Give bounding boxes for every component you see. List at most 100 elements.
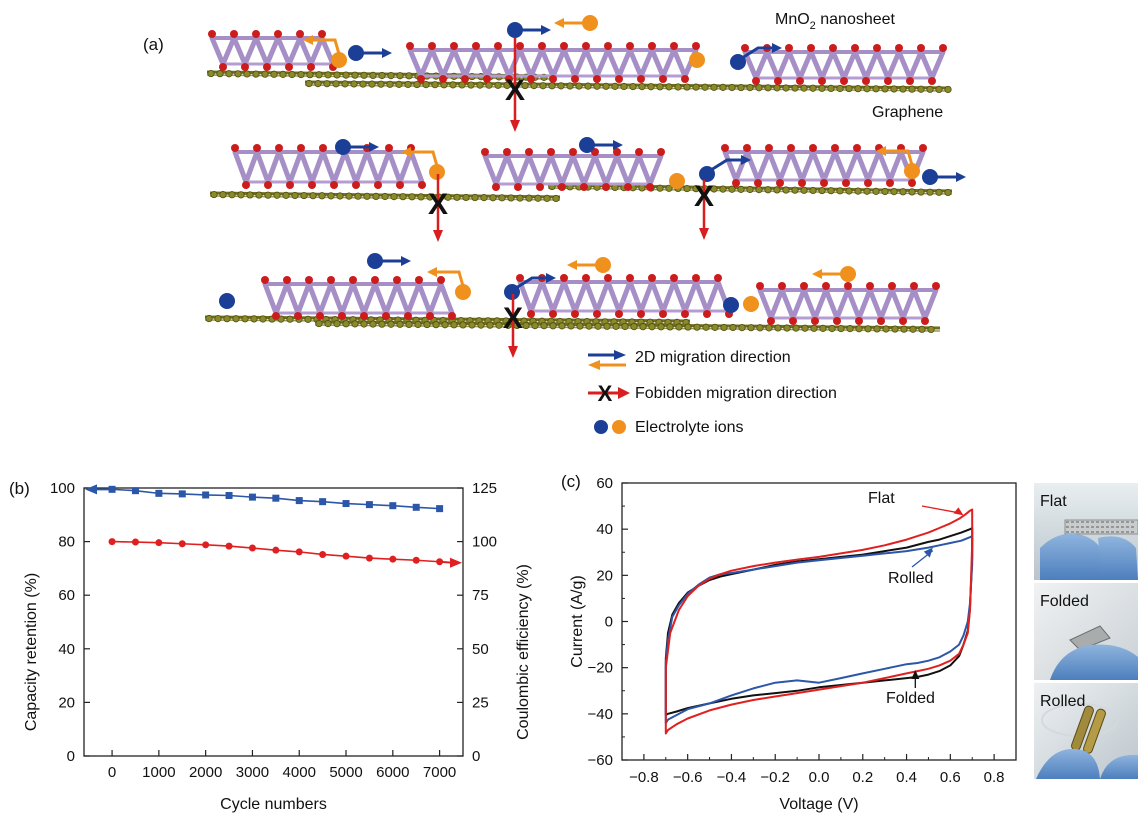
oxygen-atom — [426, 312, 434, 320]
carbon-atom — [250, 315, 258, 323]
carbon-atom — [719, 185, 727, 193]
oxygen-atom — [560, 42, 568, 50]
carbon-atom — [234, 70, 242, 78]
carbon-atom — [819, 324, 827, 332]
carbon-atom — [900, 325, 908, 333]
oxygen-atom — [646, 183, 654, 191]
oxygen-atom — [884, 77, 892, 85]
carbon-atom — [214, 315, 222, 323]
carbon-atom — [422, 81, 430, 89]
mno2-nanosheet — [516, 274, 733, 318]
carbon-atom — [552, 194, 560, 203]
oxygen-atom — [659, 75, 667, 83]
carbon-atom — [444, 193, 452, 201]
mno2-nanosheet — [231, 144, 426, 189]
y2-tick-label: 100 — [472, 534, 497, 551]
carbon-atom — [810, 324, 818, 332]
carbon-atom — [516, 194, 524, 202]
oxygen-atom — [371, 276, 379, 284]
electrolyte-ion — [504, 273, 556, 300]
carbon-atom — [223, 315, 231, 323]
carbon-atom — [756, 324, 764, 332]
carbon-atom — [441, 321, 449, 329]
oxygen-atom — [692, 274, 700, 282]
carbon-atom — [369, 71, 377, 80]
carbon-atom — [602, 82, 610, 90]
oxygen-atom — [670, 274, 678, 282]
oxygen-atom — [787, 144, 795, 152]
oxygen-atom — [327, 276, 335, 284]
y2-tick-label: 0 — [472, 748, 480, 765]
electrolyte-ion — [699, 155, 751, 182]
carbon-atom — [891, 325, 899, 333]
carbon-atom — [737, 185, 745, 193]
oxygen-atom — [840, 77, 848, 85]
carbon-atom — [426, 193, 434, 201]
oxygen-atom — [415, 276, 423, 284]
x-tick-label: 3000 — [236, 764, 269, 781]
series-0-axis-arrowhead — [85, 484, 97, 495]
oxygen-atom — [888, 282, 896, 290]
oxygen-atom — [437, 276, 445, 284]
oxygen-atom — [853, 144, 861, 152]
x-tick-label: 5000 — [329, 764, 362, 781]
carbon-atom — [755, 84, 763, 92]
electrolyte-ion — [743, 296, 759, 312]
electrolyte-ion — [427, 267, 471, 300]
x-tick-label: −0.2 — [760, 769, 790, 786]
carbon-atom — [486, 321, 494, 329]
oxygen-atom — [261, 276, 269, 284]
carbon-atom — [864, 325, 872, 333]
photo-rolled-label: Rolled — [1040, 693, 1085, 710]
carbon-atom — [594, 322, 602, 330]
carbon-atom — [291, 191, 299, 200]
oxygen-atom — [547, 148, 555, 156]
carbon-atom — [336, 192, 344, 200]
carbon-atom — [228, 191, 236, 199]
forbidden-arrow-icon: X — [588, 381, 630, 406]
carbon-atom — [297, 70, 305, 79]
series-1-point — [202, 541, 210, 549]
oxygen-atom — [908, 179, 916, 187]
carbon-atom — [449, 81, 457, 89]
series-1-point — [365, 554, 373, 562]
y-tick-label: 40 — [58, 641, 75, 658]
carbon-atom — [530, 82, 538, 90]
carbon-atom — [882, 325, 890, 333]
x-tick-label: 0.8 — [984, 769, 1005, 786]
oxygen-atom — [352, 181, 360, 189]
series-0-point — [131, 487, 139, 495]
carbon-atom — [720, 323, 728, 332]
carbon-atom — [728, 83, 736, 92]
oxygen-atom — [732, 179, 740, 187]
carbon-atom — [638, 83, 646, 91]
carbon-atom — [534, 194, 542, 202]
y2-tick-label: 75 — [472, 587, 489, 604]
cv-flat-curve — [664, 508, 974, 735]
oxygen-atom — [297, 144, 305, 152]
carbon-atom — [413, 80, 421, 89]
x-tick-label: 4000 — [283, 764, 316, 781]
oxygen-atom — [602, 183, 610, 191]
series-0-point — [225, 492, 233, 500]
oxygen-atom — [637, 75, 645, 83]
y-tick-label: 100 — [50, 480, 75, 497]
carbon-atom — [576, 322, 584, 330]
carbon-atom — [332, 80, 340, 88]
carbon-atom — [476, 81, 484, 89]
series-0-point — [436, 505, 444, 513]
photo-rolled: Rolled — [1034, 683, 1138, 779]
electrolyte-ion — [367, 253, 411, 269]
oxygen-atom — [906, 77, 914, 85]
panel-b: (b) 0 1000 2000 3000 4000 5000 6000 70000204060… — [9, 479, 532, 813]
forbidden-migration-marker: X — [428, 174, 448, 242]
carbon-atom — [431, 81, 439, 89]
carbon-atom — [539, 82, 547, 90]
oxygen-atom — [231, 144, 239, 152]
oxygen-atom — [741, 44, 749, 52]
carbon-atom — [746, 185, 754, 194]
oxygen-atom — [820, 179, 828, 187]
carbon-atom — [306, 71, 314, 79]
x-tick-label: −0.6 — [673, 769, 703, 786]
carbon-atom — [458, 81, 466, 89]
